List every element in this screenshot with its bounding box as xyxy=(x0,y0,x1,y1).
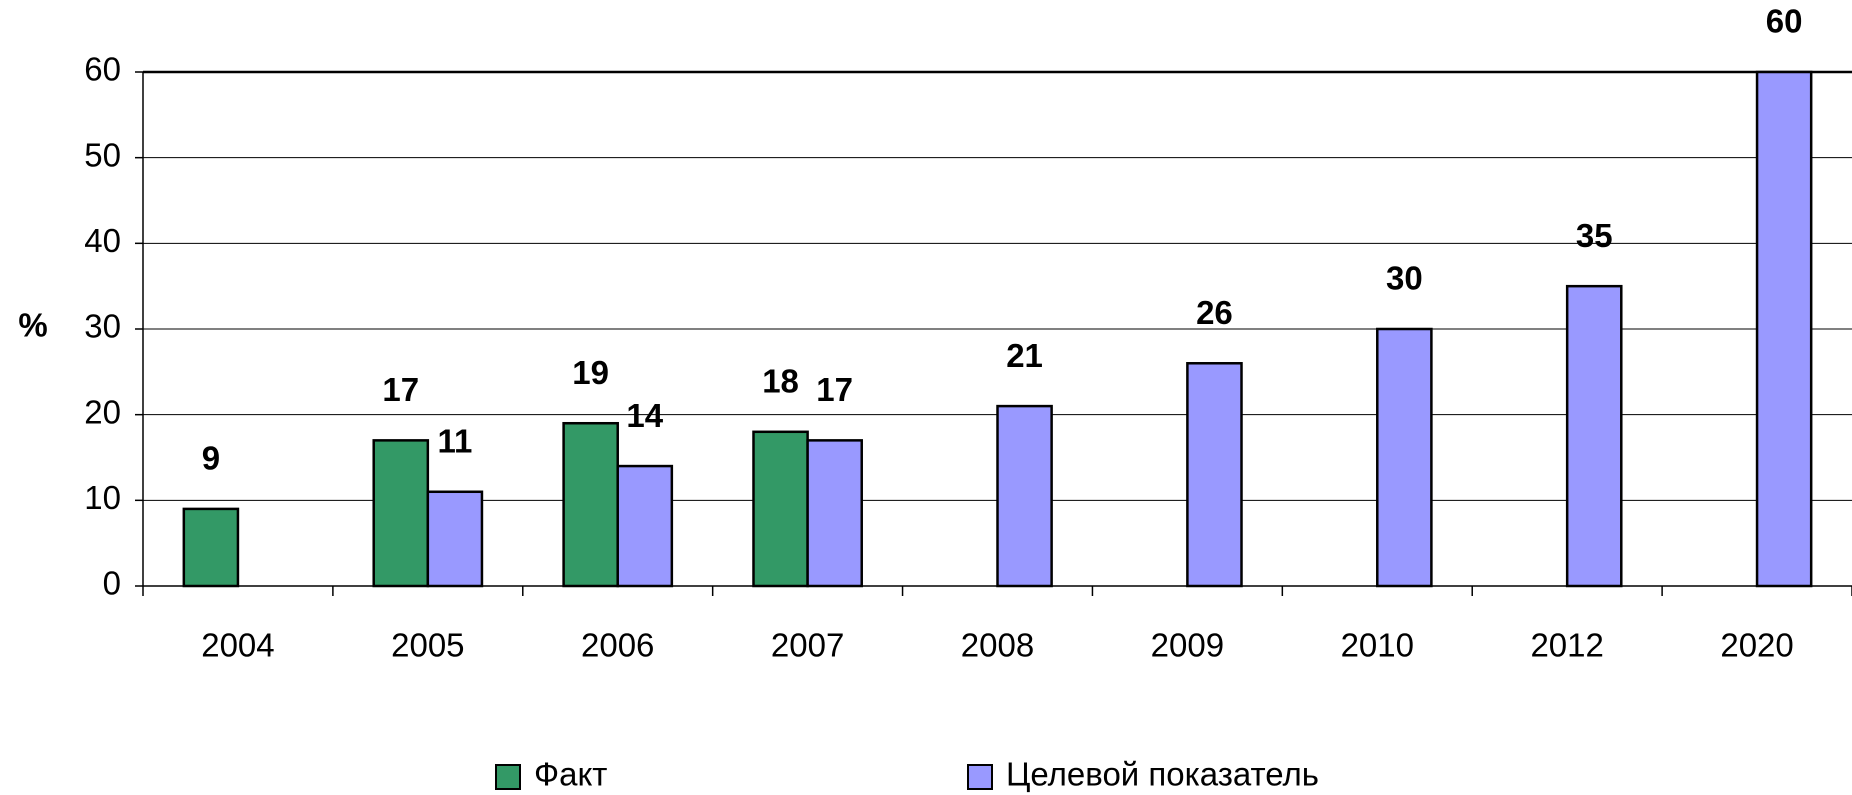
bar xyxy=(1376,327,1433,588)
bar xyxy=(996,404,1053,588)
data-label: 11 xyxy=(437,422,472,459)
x-tick-label: 2007 xyxy=(771,627,844,664)
x-tick-label: 2008 xyxy=(961,627,1034,664)
data-label: 9 xyxy=(202,440,220,477)
legend-label: Факт xyxy=(534,756,607,793)
data-label: 30 xyxy=(1386,260,1423,297)
y-axis-label: % xyxy=(18,307,47,344)
data-label: 17 xyxy=(382,371,419,408)
bar xyxy=(1186,362,1243,588)
x-tick-label: 2006 xyxy=(581,627,654,664)
data-label: 60 xyxy=(1766,3,1803,40)
x-tick-label: 2012 xyxy=(1530,627,1603,664)
bar xyxy=(806,439,863,588)
data-label: 17 xyxy=(816,371,853,408)
x-tick-label: 2004 xyxy=(201,627,274,664)
bar xyxy=(182,507,240,588)
data-label: 19 xyxy=(572,354,609,391)
data-label: 26 xyxy=(1196,294,1233,331)
bar xyxy=(1755,70,1813,588)
y-tick-label: 40 xyxy=(84,222,121,259)
legend-swatch xyxy=(495,764,521,790)
bar xyxy=(426,490,484,588)
bar xyxy=(616,464,674,588)
bar xyxy=(372,439,430,588)
y-tick-label: 10 xyxy=(84,479,121,516)
data-label: 35 xyxy=(1576,217,1613,254)
bar xyxy=(1565,284,1623,588)
bar xyxy=(752,430,809,588)
x-tick-label: 2005 xyxy=(391,627,464,664)
data-label: 21 xyxy=(1006,337,1043,374)
x-tick-label: 2009 xyxy=(1151,627,1224,664)
y-tick-label: 50 xyxy=(84,136,121,173)
y-tick-label: 20 xyxy=(84,393,121,430)
data-label: 14 xyxy=(626,397,663,434)
data-label: 18 xyxy=(762,363,799,400)
legend-swatch xyxy=(967,764,993,790)
y-tick-label: 0 xyxy=(103,565,121,602)
x-tick-label: 2010 xyxy=(1341,627,1414,664)
y-tick-label: 60 xyxy=(84,51,121,88)
x-tick-label: 2020 xyxy=(1720,627,1793,664)
legend-label: Целевой показатель xyxy=(1006,756,1319,793)
bar xyxy=(562,421,619,588)
y-tick-label: 30 xyxy=(84,308,121,345)
